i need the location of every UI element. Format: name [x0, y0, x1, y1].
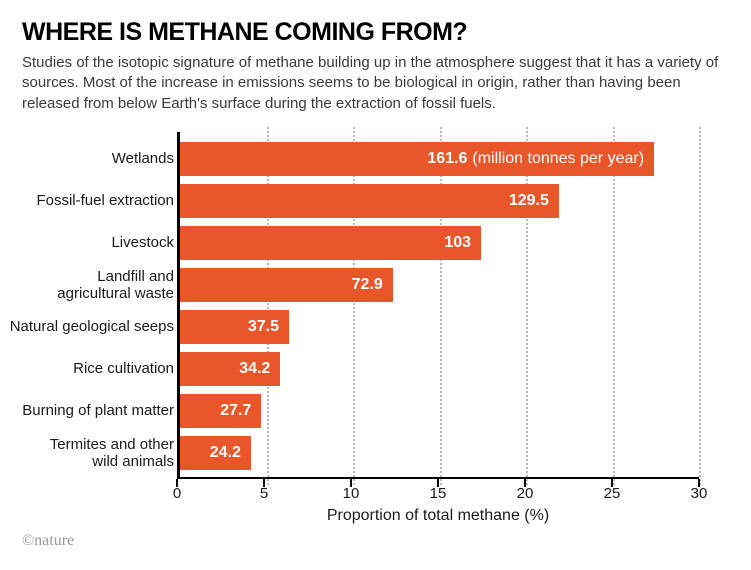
bar-row: Wetlands161.6(million tonnes per year) [180, 142, 699, 176]
bar-row: Termites and otherwild animals24.2 [180, 436, 699, 470]
category-label: Livestock [9, 234, 180, 251]
x-tick-label: 20 [517, 485, 534, 502]
x-tick-label: 25 [604, 485, 621, 502]
bar: 103 [180, 226, 481, 260]
gridline [526, 127, 528, 485]
gridline [267, 127, 269, 485]
bar-value: 72.9 [352, 276, 383, 294]
bar-row: Landfill andagricultural waste72.9 [180, 268, 699, 302]
bar: 129.5 [180, 184, 559, 218]
category-label: Landfill andagricultural waste [9, 268, 180, 303]
x-tick-label: 15 [430, 485, 447, 502]
bar: 34.2 [180, 352, 280, 386]
x-tick-label: 10 [343, 485, 360, 502]
subtitle: Studies of the isotopic signature of met… [22, 53, 729, 114]
bar-value: 103 [444, 234, 471, 252]
bar-value: 24.2 [210, 444, 241, 462]
bar-value: 129.5 [509, 192, 549, 210]
bar-row: Fossil-fuel extraction129.5 [180, 184, 699, 218]
category-label: Wetlands [9, 150, 180, 167]
category-label: Natural geological seeps [9, 318, 180, 335]
bar-row: Rice cultivation34.2 [180, 352, 699, 386]
bar: 161.6 (million tonnes per year) [180, 142, 654, 176]
bar: 24.2 [180, 436, 251, 470]
bar-row: Burning of plant matter27.7 [180, 394, 699, 428]
bar-value-unit: (million tonnes per year) [472, 150, 644, 168]
category-label: Termites and otherwild animals [9, 436, 180, 471]
x-axis-label: Proportion of total methane (%) [177, 507, 699, 525]
gridline [613, 127, 615, 485]
x-tick-label: 30 [691, 485, 708, 502]
gridline [353, 127, 355, 485]
bar-value: 37.5 [248, 318, 279, 336]
category-label: Burning of plant matter [9, 402, 180, 419]
bar-row: Natural geological seeps37.5 [180, 310, 699, 344]
bar-value: 34.2 [239, 360, 270, 378]
gridline [699, 127, 701, 485]
x-tick-label: 0 [173, 485, 181, 502]
bar: 27.7 [180, 394, 261, 428]
page-title: WHERE IS METHANE COMING FROM? [22, 18, 729, 47]
bar: 37.5 [180, 310, 289, 344]
bar-value: 161.6 [427, 150, 467, 168]
bar-row: Livestock103 [180, 226, 699, 260]
methane-chart: Wetlands161.6(million tonnes per year)Fo… [177, 132, 699, 525]
plot-area: Wetlands161.6(million tonnes per year)Fo… [177, 132, 699, 479]
x-tick-label: 5 [260, 485, 268, 502]
category-label: Fossil-fuel extraction [9, 192, 180, 209]
gridline [440, 127, 442, 485]
bar-value: 27.7 [220, 402, 251, 420]
credit: ©nature [22, 532, 74, 550]
x-axis-ticks: 051015202530 [177, 479, 699, 499]
bar: 72.9 [180, 268, 393, 302]
category-label: Rice cultivation [9, 360, 180, 377]
